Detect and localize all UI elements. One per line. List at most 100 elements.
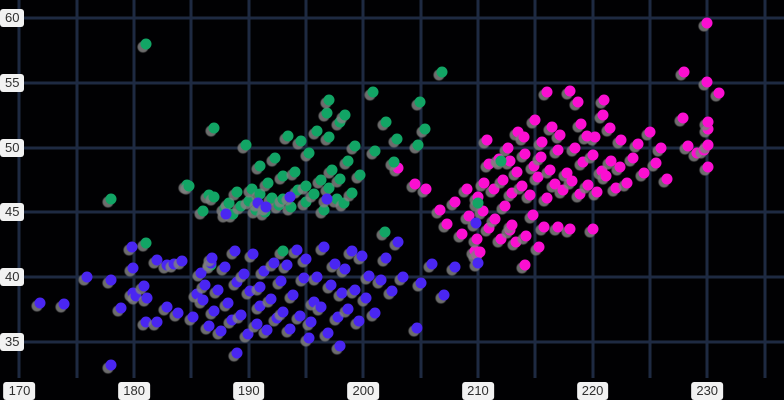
data-point-magenta-cluster[interactable] xyxy=(702,139,714,151)
data-point-green-cluster[interactable] xyxy=(277,193,289,205)
data-point-green-cluster[interactable] xyxy=(273,199,285,211)
data-point-blue-cluster[interactable] xyxy=(229,245,241,257)
data-point-blue-cluster[interactable] xyxy=(231,276,243,288)
data-point-blue-cluster[interactable] xyxy=(369,307,381,319)
data-point-magenta-cluster[interactable] xyxy=(554,129,566,141)
data-point-blue-cluster[interactable] xyxy=(197,294,209,306)
data-point-blue-cluster[interactable] xyxy=(426,258,438,270)
data-point-green-cluster[interactable] xyxy=(285,201,297,213)
data-point-green-cluster[interactable] xyxy=(318,204,330,216)
data-point-green-cluster[interactable] xyxy=(323,94,335,106)
data-point-green-cluster[interactable] xyxy=(269,152,281,164)
data-point-magenta-cluster[interactable] xyxy=(536,136,548,148)
data-point-magenta-cluster[interactable] xyxy=(572,96,584,108)
data-point-green-cluster[interactable] xyxy=(342,155,354,167)
data-point-blue-cluster[interactable] xyxy=(195,267,207,279)
data-point-magenta-cluster[interactable] xyxy=(532,171,544,183)
data-point-blue-cluster[interactable] xyxy=(321,193,333,205)
data-point-magenta-cluster[interactable] xyxy=(544,164,556,176)
data-point-green-cluster[interactable] xyxy=(183,180,195,192)
data-point-magenta-cluster[interactable] xyxy=(561,167,573,179)
data-point-blue-cluster[interactable] xyxy=(303,332,315,344)
data-point-magenta-cluster[interactable] xyxy=(420,183,432,195)
data-point-blue-cluster[interactable] xyxy=(247,248,259,260)
data-point-blue-cluster[interactable] xyxy=(254,281,266,293)
data-point-blue-cluster[interactable] xyxy=(353,315,365,327)
data-point-magenta-cluster[interactable] xyxy=(557,184,569,196)
data-point-magenta-cluster[interactable] xyxy=(650,157,662,169)
data-point-blue-cluster[interactable] xyxy=(332,311,344,323)
data-point-green-cluster[interactable] xyxy=(436,66,448,78)
data-point-magenta-cluster[interactable] xyxy=(463,210,475,222)
data-point-blue-cluster[interactable] xyxy=(284,191,296,203)
data-point-blue-cluster[interactable] xyxy=(298,272,310,284)
data-point-magenta-cluster[interactable] xyxy=(495,233,507,245)
data-point-green-cluster[interactable] xyxy=(300,180,312,192)
data-point-magenta-cluster[interactable] xyxy=(529,114,541,126)
data-point-blue-cluster[interactable] xyxy=(311,271,323,283)
data-point-magenta-cluster[interactable] xyxy=(506,187,518,199)
data-point-blue-cluster[interactable] xyxy=(220,208,232,220)
data-point-magenta-cluster[interactable] xyxy=(682,140,694,152)
data-point-magenta-cluster[interactable] xyxy=(478,177,490,189)
data-point-blue-cluster[interactable] xyxy=(411,322,423,333)
data-point-green-cluster[interactable] xyxy=(391,133,403,144)
data-point-magenta-cluster[interactable] xyxy=(504,155,516,167)
data-point-blue-cluster[interactable] xyxy=(336,287,348,299)
data-point-green-cluster[interactable] xyxy=(331,193,343,205)
data-point-magenta-cluster[interactable] xyxy=(499,200,511,212)
data-point-magenta-cluster[interactable] xyxy=(574,188,586,200)
data-point-magenta-cluster[interactable] xyxy=(552,221,564,233)
data-point-magenta-cluster[interactable] xyxy=(614,161,626,173)
data-point-green-cluster[interactable] xyxy=(338,197,350,209)
data-point-green-cluster[interactable] xyxy=(231,186,243,198)
data-point-magenta-cluster[interactable] xyxy=(581,130,593,142)
data-point-blue-cluster[interactable] xyxy=(275,275,287,287)
data-point-magenta-cluster[interactable] xyxy=(549,178,561,190)
data-point-green-cluster[interactable] xyxy=(367,86,378,98)
data-point-blue-cluster[interactable] xyxy=(287,289,299,301)
data-point-blue-cluster[interactable] xyxy=(271,312,283,324)
data-point-green-cluster[interactable] xyxy=(380,116,392,128)
data-point-blue-cluster[interactable] xyxy=(415,277,427,289)
data-point-magenta-cluster[interactable] xyxy=(477,205,489,217)
data-point-green-cluster[interactable] xyxy=(414,96,425,108)
data-point-green-cluster[interactable] xyxy=(472,197,484,209)
data-point-blue-cluster[interactable] xyxy=(363,270,375,282)
data-point-magenta-cluster[interactable] xyxy=(597,109,609,121)
data-point-blue-cluster[interactable] xyxy=(294,310,306,322)
data-point-blue-cluster[interactable] xyxy=(215,325,227,337)
data-point-green-cluster[interactable] xyxy=(419,123,431,135)
data-point-magenta-cluster[interactable] xyxy=(552,144,564,156)
data-point-blue-cluster[interactable] xyxy=(322,327,334,339)
data-point-blue-cluster[interactable] xyxy=(356,250,368,262)
data-point-blue-cluster[interactable] xyxy=(334,340,346,352)
data-point-blue-cluster[interactable] xyxy=(176,255,188,267)
data-point-blue-cluster[interactable] xyxy=(105,359,117,371)
data-point-green-cluster[interactable] xyxy=(208,122,220,134)
data-point-green-cluster[interactable] xyxy=(311,125,323,137)
data-point-magenta-cluster[interactable] xyxy=(533,241,545,253)
data-point-magenta-cluster[interactable] xyxy=(516,180,528,192)
data-point-magenta-cluster[interactable] xyxy=(506,219,518,231)
data-point-green-cluster[interactable] xyxy=(323,131,335,143)
data-point-green-cluster[interactable] xyxy=(282,130,294,142)
data-point-magenta-cluster[interactable] xyxy=(483,158,495,170)
data-point-magenta-cluster[interactable] xyxy=(587,149,599,161)
data-point-magenta-cluster[interactable] xyxy=(598,94,610,106)
data-point-magenta-cluster[interactable] xyxy=(528,160,540,172)
data-point-blue-cluster[interactable] xyxy=(187,311,199,323)
data-point-blue-cluster[interactable] xyxy=(261,324,273,336)
data-point-green-cluster[interactable] xyxy=(339,109,351,121)
data-point-magenta-cluster[interactable] xyxy=(564,223,576,235)
data-point-blue-cluster[interactable] xyxy=(449,261,461,273)
data-point-green-cluster[interactable] xyxy=(388,156,400,168)
data-point-magenta-cluster[interactable] xyxy=(520,230,532,242)
data-point-magenta-cluster[interactable] xyxy=(472,191,484,203)
data-point-blue-cluster[interactable] xyxy=(386,285,398,297)
data-point-blue-cluster[interactable] xyxy=(375,274,387,286)
data-point-magenta-cluster[interactable] xyxy=(701,17,713,29)
data-point-magenta-cluster[interactable] xyxy=(527,209,539,221)
data-point-magenta-cluster[interactable] xyxy=(605,155,617,167)
data-point-blue-cluster[interactable] xyxy=(140,316,152,328)
